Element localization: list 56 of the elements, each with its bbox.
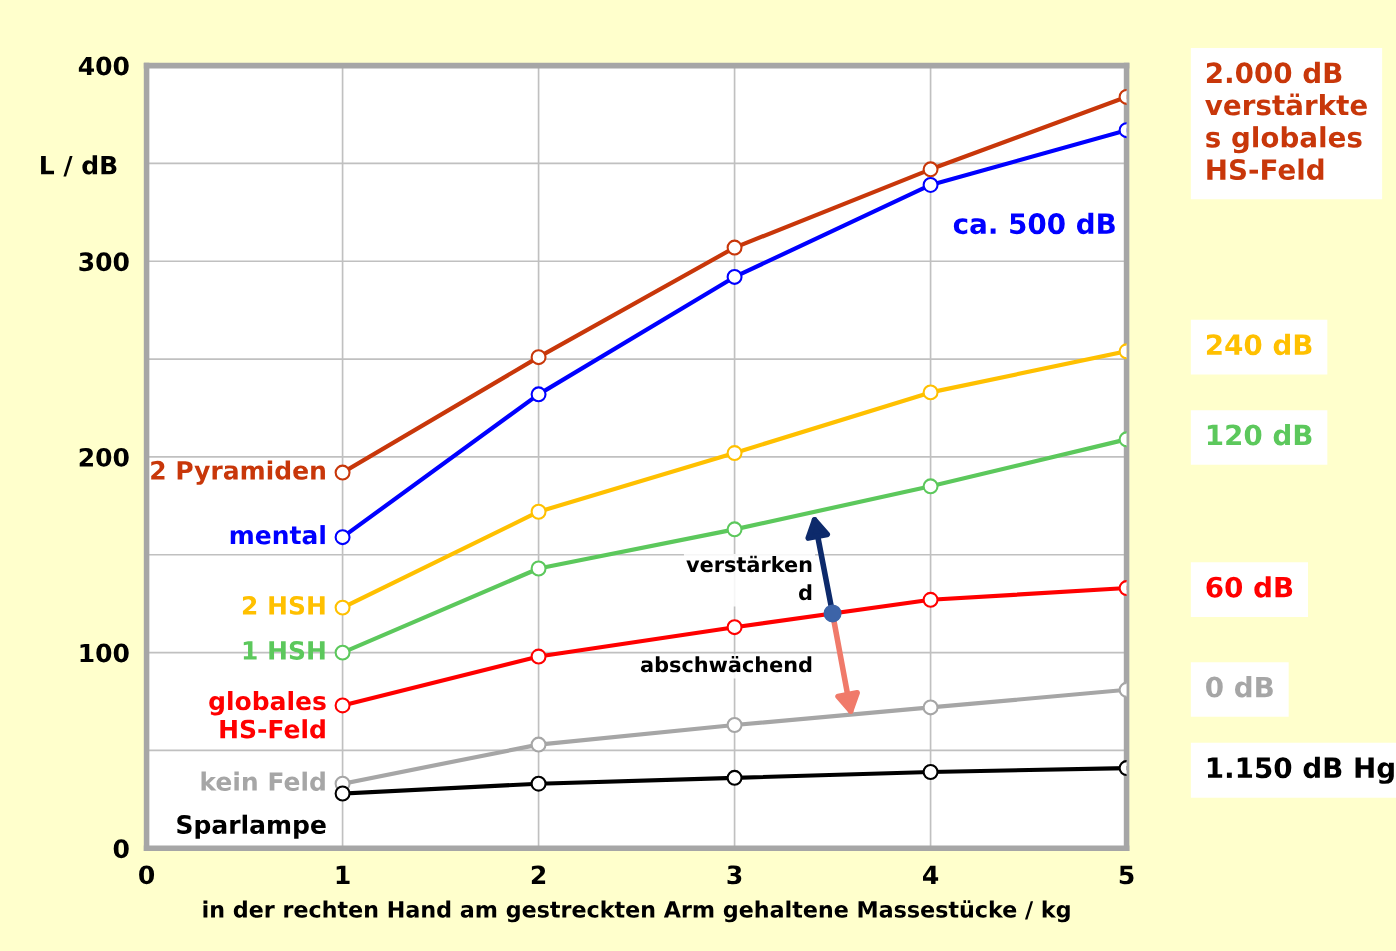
y-tick-label: 100 bbox=[80, 643, 129, 663]
point bbox=[334, 464, 351, 481]
series-label: mental bbox=[230, 525, 325, 545]
y-tick-label: 0 bbox=[113, 839, 129, 859]
point bbox=[530, 648, 547, 665]
point bbox=[922, 161, 939, 178]
point bbox=[334, 529, 351, 546]
point bbox=[334, 644, 351, 661]
point bbox=[726, 717, 743, 734]
text: 2.000 dB verstärkte s globales HS-Feld bbox=[1205, 61, 1367, 181]
series-label: 1 HSH bbox=[243, 640, 325, 660]
text: 120 dB bbox=[1207, 424, 1312, 446]
point bbox=[922, 384, 939, 401]
point bbox=[530, 386, 547, 403]
annotation: verstärken d bbox=[686, 555, 812, 601]
x-tick-label: 3 bbox=[727, 865, 742, 885]
y-tick-label: 400 bbox=[78, 56, 129, 76]
point bbox=[530, 349, 547, 366]
point bbox=[334, 599, 351, 616]
x-axis-title: in der rechten Hand am gestreckten Arm gehaltene Massestücke / kg bbox=[203, 900, 1070, 923]
point bbox=[726, 521, 743, 538]
point bbox=[922, 699, 939, 716]
point bbox=[530, 775, 547, 792]
series-label: kein Feld bbox=[201, 771, 325, 791]
text: 1.150 dB Hg bbox=[1207, 756, 1394, 784]
text: 60 dB bbox=[1206, 576, 1293, 598]
point bbox=[922, 591, 939, 608]
y-tick-label: 200 bbox=[79, 447, 129, 467]
point bbox=[726, 239, 743, 256]
point bbox=[726, 445, 743, 462]
point bbox=[922, 176, 939, 193]
point bbox=[530, 736, 547, 753]
x-tick-label: 2 bbox=[531, 865, 546, 884]
series-label: globales HS-Feld bbox=[209, 691, 326, 739]
point bbox=[922, 478, 939, 495]
series-label: 2 HSH bbox=[242, 595, 325, 615]
point bbox=[922, 764, 939, 780]
point bbox=[726, 268, 743, 285]
text: 0 dB bbox=[1206, 676, 1273, 698]
point bbox=[334, 785, 351, 802]
x-tick-label: 4 bbox=[923, 865, 939, 884]
point bbox=[530, 503, 547, 520]
annotation: ca. 500 dB bbox=[953, 212, 1115, 235]
point bbox=[726, 619, 743, 636]
series-label: 2 Pyramiden bbox=[151, 460, 325, 485]
annotation: abschwächend bbox=[640, 655, 812, 673]
point bbox=[530, 560, 547, 577]
series-label: Sparlampe bbox=[177, 814, 326, 839]
y-tick-label: 300 bbox=[79, 252, 129, 272]
x-tick-label: 5 bbox=[1119, 865, 1134, 885]
point bbox=[334, 697, 351, 714]
text: 240 dB bbox=[1206, 333, 1312, 356]
point bbox=[726, 769, 743, 786]
y-axis-title: L / dB bbox=[41, 155, 117, 177]
x-tick-label: 1 bbox=[336, 865, 350, 884]
x-tick-label: 0 bbox=[139, 865, 155, 885]
